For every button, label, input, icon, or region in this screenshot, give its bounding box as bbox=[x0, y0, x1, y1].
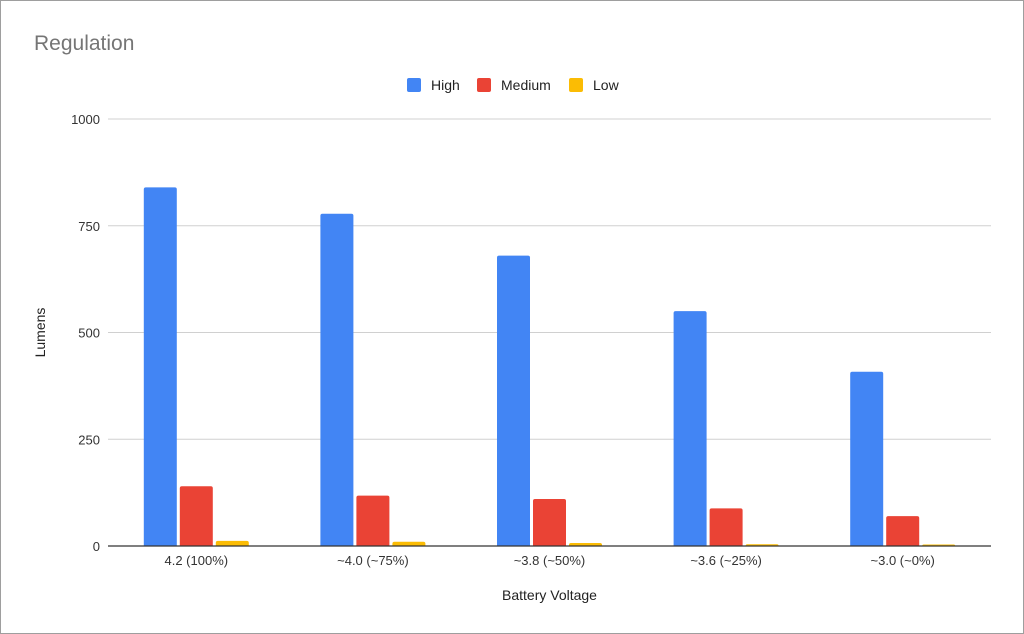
legend-item-medium: Medium bbox=[477, 75, 551, 95]
x-axis-label: Battery Voltage bbox=[502, 587, 597, 603]
chart-title: Regulation bbox=[34, 32, 135, 55]
y-axis-label: Lumens bbox=[32, 308, 48, 358]
y-tick-label: 0 bbox=[93, 539, 100, 554]
x-tick-label: ~3.8 (~50%) bbox=[514, 553, 586, 568]
y-tick-label: 750 bbox=[78, 219, 100, 234]
chart-legend: High Medium Low bbox=[1, 75, 1023, 95]
y-tick-label: 500 bbox=[78, 326, 100, 341]
legend-label-high: High bbox=[431, 77, 460, 93]
legend-item-high: High bbox=[407, 75, 460, 95]
legend-swatch-high bbox=[407, 78, 421, 92]
bar-low bbox=[215, 540, 249, 546]
bar-medium bbox=[533, 499, 566, 546]
bar-high bbox=[143, 187, 177, 546]
legend-swatch-medium bbox=[477, 78, 491, 92]
bar-medium bbox=[886, 516, 920, 546]
legend-item-low: Low bbox=[569, 75, 619, 95]
x-tick-label: ~3.6 (~25%) bbox=[690, 553, 762, 568]
y-tick-label: 250 bbox=[78, 432, 100, 447]
bar-medium bbox=[356, 495, 390, 546]
legend-label-low: Low bbox=[593, 77, 619, 93]
y-axis-ticks: 0 250 500 750 1000 bbox=[71, 112, 100, 554]
gridlines bbox=[108, 118, 991, 440]
bar-low bbox=[392, 541, 426, 546]
bar-high bbox=[850, 371, 884, 546]
x-tick-label: 4.2 (100%) bbox=[165, 553, 229, 568]
bar-low bbox=[569, 543, 602, 546]
x-tick-label: ~3.0 (~0%) bbox=[871, 553, 935, 568]
legend-label-medium: Medium bbox=[501, 77, 551, 93]
y-tick-label: 1000 bbox=[71, 112, 100, 127]
x-tick-label: ~4.0 (~75%) bbox=[337, 553, 409, 568]
bar-high bbox=[320, 213, 354, 546]
legend-swatch-low bbox=[569, 78, 583, 92]
bar-high bbox=[497, 255, 530, 546]
bars bbox=[143, 187, 956, 546]
bar-high bbox=[673, 311, 707, 546]
bar-medium bbox=[709, 508, 743, 546]
bar-medium bbox=[179, 486, 213, 546]
x-axis-ticks: 4.2 (100%) ~4.0 (~75%) ~3.8 (~50%) ~3.6 (~2… bbox=[165, 553, 935, 568]
